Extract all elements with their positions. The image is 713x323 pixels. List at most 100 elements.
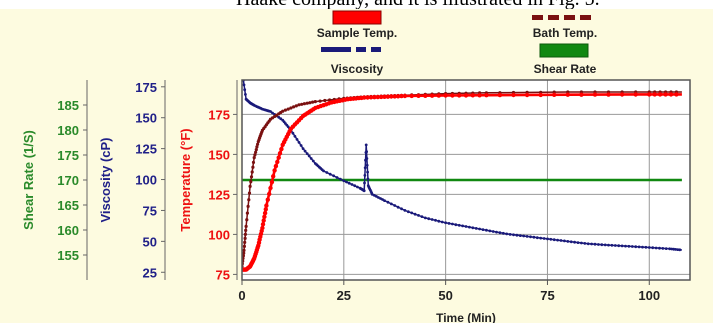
x-tick-label: 25	[337, 288, 351, 303]
viscosity-point	[644, 245, 648, 249]
legend-bath-temp-dash	[580, 15, 591, 20]
sample-temp-point	[372, 95, 377, 100]
viscosity-point	[654, 246, 658, 250]
viscosity-point	[495, 230, 498, 234]
viscosity-point	[365, 150, 368, 154]
legend-bath-temp-dash	[548, 15, 559, 20]
viscosity-point	[573, 240, 576, 244]
viscosity-point	[468, 225, 471, 229]
sample-temp-point	[265, 197, 270, 202]
x-tick-label: 50	[438, 288, 452, 303]
sample-temp-point	[524, 92, 530, 98]
viscosity-point	[303, 149, 307, 153]
legend-viscosity-dash	[321, 47, 351, 52]
viscosity-point	[539, 236, 543, 240]
viscosity-point	[471, 226, 475, 230]
bath-temp-point	[243, 236, 247, 240]
viscosity-point	[610, 243, 614, 247]
viscosity-tick-label: 75	[143, 203, 157, 218]
sample-temp-point	[565, 92, 570, 97]
sample-temp-point	[657, 92, 663, 97]
viscosity-point	[362, 189, 366, 193]
viscosity-point	[529, 235, 532, 239]
bath-temp-point	[242, 251, 246, 255]
viscosity-point	[353, 184, 357, 188]
bath-temp-point	[308, 101, 312, 105]
shear-rate-tick-label: 170	[57, 173, 79, 188]
bath-temp-point	[302, 102, 306, 106]
viscosity-point	[271, 111, 274, 115]
viscosity-point	[423, 216, 427, 220]
bath-temp-point	[255, 145, 259, 149]
bath-temp-point	[242, 248, 246, 252]
temperature-axis-title: Temperature (°F)	[178, 128, 193, 231]
sample-temp-point	[429, 93, 435, 98]
viscosity-point	[668, 247, 671, 251]
viscosity-point	[339, 177, 342, 181]
viscosity-point	[437, 219, 441, 223]
bath-temp-point	[247, 191, 252, 195]
viscosity-point	[307, 154, 311, 158]
viscosity-point	[335, 176, 339, 179]
sample-temp-point	[484, 93, 489, 98]
legend-viscosity-dash	[371, 47, 381, 52]
viscosity-point	[508, 233, 512, 236]
viscosity-point	[559, 239, 563, 242]
viscosity-point	[478, 227, 481, 231]
viscosity-point	[328, 172, 332, 176]
sample-temp-point	[606, 92, 611, 97]
viscosity-point	[305, 152, 309, 156]
viscosity-point	[647, 246, 651, 249]
viscosity-point	[279, 117, 283, 121]
viscosity-point	[396, 205, 400, 209]
viscosity-point	[393, 204, 397, 207]
viscosity-point	[311, 159, 315, 163]
viscosity-point	[678, 248, 682, 252]
viscosity-point	[345, 180, 348, 184]
viscosity-point	[552, 238, 556, 242]
viscosity-point	[400, 207, 403, 211]
viscosity-point	[363, 166, 367, 170]
bath-temp-point	[245, 211, 249, 215]
bath-temp-point	[244, 224, 248, 228]
bath-temp-point	[251, 165, 255, 169]
viscosity-point	[481, 228, 485, 232]
bath-temp-point	[247, 198, 251, 202]
bath-temp-point	[249, 180, 253, 184]
viscosity-point	[658, 246, 661, 250]
viscosity-point	[350, 183, 354, 186]
bath-temp-point	[300, 102, 304, 106]
viscosity-point	[580, 241, 583, 245]
bath-temp-point	[305, 101, 309, 105]
viscosity-point	[417, 214, 420, 217]
bath-temp-point	[251, 160, 256, 164]
bath-temp-point	[323, 98, 327, 103]
viscosity-point	[301, 147, 305, 151]
viscosity-point	[512, 233, 515, 237]
bath-temp-point	[281, 109, 285, 113]
sample-temp-point	[402, 93, 408, 99]
temperature-tick-label: 175	[208, 107, 230, 122]
sample-temp-point	[395, 94, 401, 99]
viscosity-point	[630, 245, 634, 248]
bath-temp-point	[311, 100, 315, 104]
viscosity-point	[293, 134, 297, 138]
viscosity-point	[491, 230, 495, 233]
viscosity-point	[242, 83, 246, 87]
sample-temp-point	[392, 94, 397, 99]
temperature-tick-label: 150	[208, 147, 230, 162]
viscosity-point	[365, 163, 369, 167]
viscosity-point	[566, 240, 570, 243]
bath-temp-point	[283, 108, 287, 112]
viscosity-point	[244, 93, 247, 96]
sample-temp-point	[552, 92, 557, 98]
sample-temp-point	[463, 93, 469, 98]
viscosity-point	[454, 223, 458, 227]
bath-temp-point	[286, 107, 290, 111]
sample-temp-point	[268, 185, 273, 191]
viscosity-point	[617, 244, 621, 248]
viscosity-point	[420, 215, 424, 219]
sample-temp-point	[273, 163, 279, 169]
viscosity-point	[549, 237, 553, 241]
